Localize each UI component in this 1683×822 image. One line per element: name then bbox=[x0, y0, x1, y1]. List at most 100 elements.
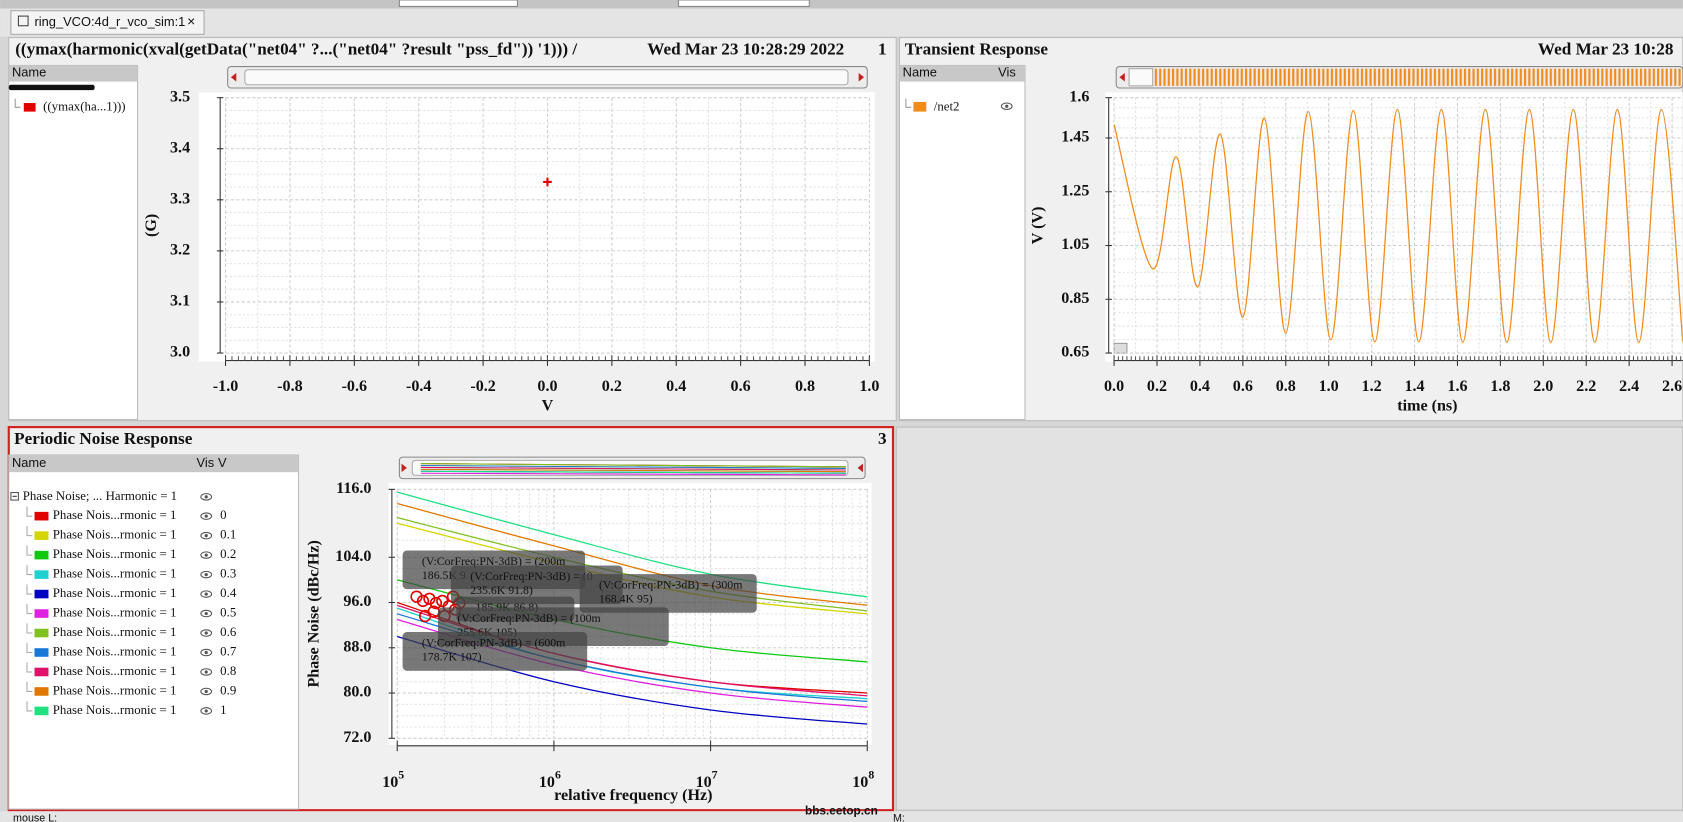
tree-line bbox=[26, 603, 33, 615]
tab-close[interactable]: × bbox=[187, 13, 195, 29]
marker[interactable] bbox=[418, 609, 432, 623]
tab-icon bbox=[17, 15, 29, 27]
legend-label[interactable]: Phase Nois...rmonic = 1 bbox=[53, 606, 177, 620]
visibility-icon[interactable] bbox=[200, 512, 213, 520]
y-tick-label: 80.0 bbox=[343, 684, 371, 701]
column-header: Name bbox=[12, 455, 46, 470]
legend-label[interactable]: Phase Nois...rmonic = 1 bbox=[53, 508, 177, 522]
visibility-pupil bbox=[204, 631, 208, 635]
panel-date: Wed Mar 23 10:28 bbox=[1538, 39, 1674, 58]
legend-label[interactable]: Phase Nois...rmonic = 1 bbox=[53, 683, 177, 697]
legend-v: 1 bbox=[220, 703, 226, 717]
legend-header bbox=[899, 65, 1026, 82]
legend-swatch bbox=[34, 609, 49, 618]
visibility-icon[interactable] bbox=[200, 493, 213, 501]
y-axis-label: V (V) bbox=[1030, 207, 1047, 245]
y-tick-label: 0.85 bbox=[1061, 290, 1089, 307]
scroll-overview-line bbox=[420, 472, 846, 476]
visibility-pupil bbox=[204, 572, 208, 577]
status-bar bbox=[0, 811, 1683, 822]
column-header: V bbox=[218, 455, 227, 470]
watermark: bbs.eetop.cn bbox=[805, 803, 878, 817]
legend-label[interactable]: Phase Nois...rmonic = 1 bbox=[53, 703, 177, 717]
legend-label[interactable]: Phase Nois...rmonic = 1 bbox=[53, 664, 177, 678]
legend-label[interactable]: Phase Nois...rmonic = 1 bbox=[53, 625, 177, 639]
toolbar-field[interactable] bbox=[398, 0, 518, 7]
visibility-icon[interactable] bbox=[200, 609, 213, 618]
scroll-arrow[interactable] bbox=[857, 463, 863, 473]
legend-label[interactable]: Phase Nois...rmonic = 1 bbox=[53, 547, 177, 561]
x-axis-label: V bbox=[542, 397, 554, 414]
data-line bbox=[1113, 108, 1683, 343]
x-tick-label: -0.2 bbox=[470, 378, 495, 395]
scroll-overview-line bbox=[420, 470, 846, 474]
scroll-arrow[interactable] bbox=[230, 72, 237, 82]
marker[interactable] bbox=[423, 592, 436, 605]
visibility-icon[interactable] bbox=[1000, 102, 1013, 110]
legend-v: 0.7 bbox=[220, 644, 237, 658]
legend-v: 0.5 bbox=[220, 606, 236, 620]
visibility-pupil bbox=[1005, 104, 1009, 108]
x-tick-label: 0.4 bbox=[666, 378, 686, 395]
status-left: mouse L: bbox=[13, 813, 57, 822]
panel-date: Wed Mar 23 10:28:29 2022 bbox=[647, 39, 844, 58]
toolbar-field[interactable] bbox=[677, 0, 810, 7]
legend-label[interactable]: Phase Nois...rmonic = 1 bbox=[53, 567, 177, 581]
x-tick-label: 0.2 bbox=[602, 378, 622, 395]
tree-line bbox=[26, 662, 33, 673]
x-tick-label: 1.2 bbox=[1362, 378, 1382, 395]
x-tick-exponent: 8 bbox=[868, 768, 874, 782]
legend-label[interactable]: Phase Nois...rmonic = 1 bbox=[53, 644, 177, 658]
tree-line bbox=[26, 525, 33, 537]
panel-title: ((ymax(harmonic(xval(getData("net04" ?..… bbox=[15, 39, 577, 58]
tab-label: ring_VCO:4d_r_vco_sim:1 bbox=[35, 14, 186, 29]
marker[interactable] bbox=[410, 590, 423, 603]
tree-line bbox=[26, 681, 33, 692]
legend-swatch bbox=[34, 706, 49, 716]
visibility-icon[interactable] bbox=[200, 687, 213, 696]
scroll-arrow[interactable] bbox=[1119, 72, 1125, 82]
scroll-arrow[interactable] bbox=[858, 72, 865, 82]
visibility-icon[interactable] bbox=[200, 590, 213, 598]
tooltip bbox=[579, 574, 757, 613]
visibility-icon[interactable] bbox=[200, 707, 213, 715]
marker[interactable] bbox=[429, 596, 443, 610]
visibility-pupil bbox=[204, 592, 208, 596]
x-tick-label: 1.0 bbox=[1319, 378, 1339, 395]
y-tick-label: 1.45 bbox=[1061, 129, 1089, 146]
legend-label[interactable]: Phase Nois...rmonic = 1 bbox=[53, 528, 177, 542]
tab[interactable] bbox=[10, 10, 205, 35]
y-tick-label: 3.4 bbox=[170, 139, 190, 156]
visibility-icon[interactable] bbox=[200, 531, 213, 540]
legend-v: 0.6 bbox=[220, 625, 237, 639]
legend-group[interactable]: Phase Noise; ... Harmonic = 1 bbox=[23, 489, 177, 503]
legend-label[interactable]: /net2 bbox=[934, 99, 960, 113]
tab-bar bbox=[0, 8, 1683, 37]
y-tick-label: 3.1 bbox=[170, 293, 190, 310]
visibility-icon[interactable] bbox=[200, 629, 213, 637]
scroll-thumb[interactable] bbox=[244, 69, 849, 86]
visibility-icon[interactable] bbox=[200, 668, 213, 676]
legend-label[interactable]: ((ymax(ha...1))) bbox=[43, 99, 125, 113]
tooltip-text: (V:CorFreq:PN-3dB) = (0 bbox=[470, 569, 593, 583]
x-tick-label: 2.4 bbox=[1619, 378, 1639, 395]
visibility-icon[interactable] bbox=[200, 570, 213, 579]
column-header: Vis bbox=[998, 64, 1016, 79]
x-axis-label: relative frequency (Hz) bbox=[554, 787, 712, 804]
column-header: Name bbox=[12, 64, 46, 79]
legend-label[interactable]: Phase Nois...rmonic = 1 bbox=[53, 586, 177, 600]
marker[interactable] bbox=[416, 594, 430, 608]
expand-button[interactable] bbox=[1113, 342, 1128, 354]
visibility-icon[interactable] bbox=[200, 551, 213, 559]
legend-area bbox=[898, 64, 1026, 421]
visibility-icon[interactable] bbox=[200, 648, 213, 657]
scroll-arrow[interactable] bbox=[401, 463, 407, 473]
x-tick-label: 0.8 bbox=[1276, 378, 1296, 395]
tooltip-text: (V:CorFreq:PN-3dB) = (600m bbox=[422, 636, 565, 650]
scroll-thumb[interactable] bbox=[1128, 68, 1154, 87]
legend-swatch bbox=[34, 667, 49, 677]
legend-v: 0.9 bbox=[220, 683, 236, 697]
scroll-overview-line bbox=[420, 466, 846, 471]
plot-area bbox=[1105, 92, 1683, 362]
panel-title: Periodic Noise Response bbox=[14, 429, 193, 448]
